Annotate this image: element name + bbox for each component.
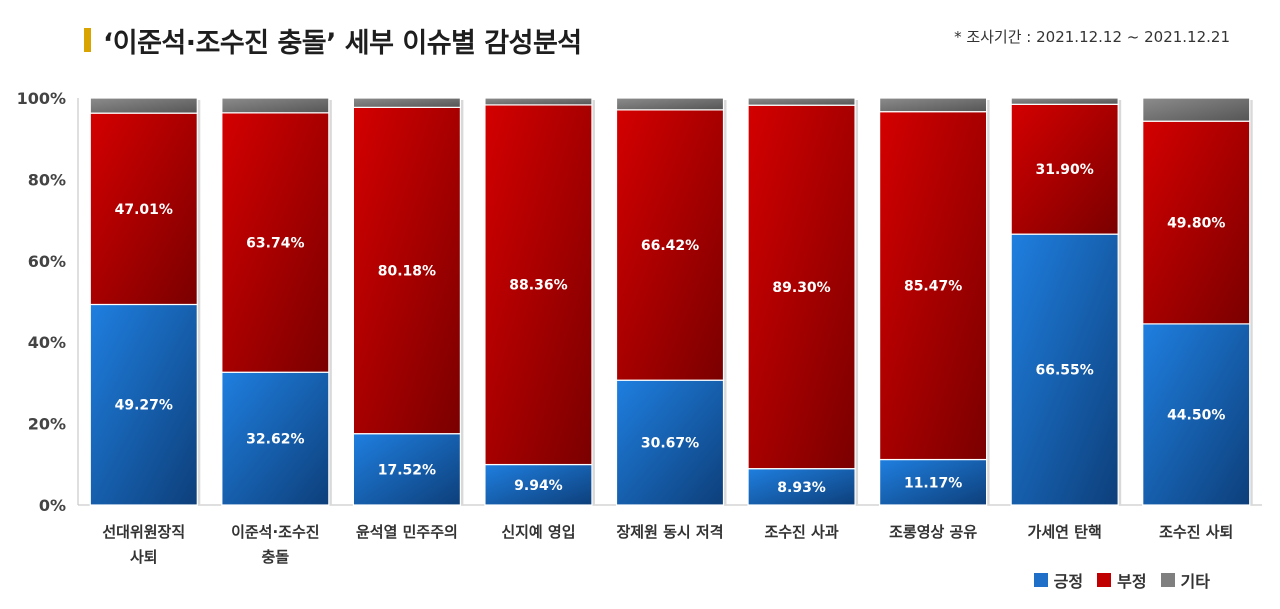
bar-segment-negative [484, 104, 593, 466]
x-tick-label: 조롱영상 공유 [889, 523, 977, 541]
chart-title: ‘이준석·조수진 충돌’ 세부 이슈별 감성분석 [103, 27, 582, 59]
bar-segment-other [879, 97, 988, 113]
bar-segment-negative [615, 109, 725, 381]
bar-segment-other [747, 97, 856, 106]
bar-segment-negative [879, 111, 988, 461]
x-tick-label: 조수진 사과 [764, 523, 838, 541]
x-tick-label: 선대위원장직 [102, 523, 185, 541]
legend: 긍정 부정 기타 [1033, 568, 1210, 592]
legend-label-other: 기타 [1180, 572, 1210, 591]
bar-segment-other [1010, 97, 1119, 105]
legend-label-positive: 긍정 [1053, 572, 1084, 591]
y-tick-label: 40% [28, 333, 66, 352]
legend-item-negative: 부정 [1097, 568, 1147, 592]
x-tick-label: 장제원 동시 저격 [616, 523, 723, 541]
bar-segment-positive [352, 433, 461, 506]
bar-segment-negative [221, 112, 330, 373]
data-label-negative: 85.47% [904, 279, 962, 295]
bar-segment-positive [484, 463, 593, 506]
data-label-negative: 63.74% [246, 236, 304, 252]
data-label-positive: 11.17% [904, 475, 962, 491]
data-label-positive: 49.27% [115, 398, 173, 414]
data-label-negative: 47.01% [115, 202, 173, 218]
bar-segment-negative [352, 106, 461, 435]
data-label-negative: 89.30% [772, 280, 830, 296]
x-tick-label: 가세연 탄핵 [1028, 523, 1102, 541]
bar-segment-negative [1010, 103, 1119, 235]
y-tick-label: 0% [39, 496, 66, 515]
bar-segment-other [484, 97, 593, 106]
legend-swatch-positive [1033, 573, 1048, 587]
bar-segment-positive [879, 458, 988, 506]
data-label-negative: 88.36% [509, 278, 567, 294]
legend-swatch-negative [1097, 573, 1112, 587]
data-label-negative: 31.90% [1036, 162, 1094, 178]
legend-item-positive: 긍정 [1033, 568, 1084, 592]
x-tick-label: 조수진 사퇴 [1159, 523, 1233, 541]
data-label-positive: 66.55% [1036, 363, 1094, 379]
bar-segment-positive [1010, 233, 1119, 506]
legend-swatch-other [1160, 573, 1175, 587]
data-label-positive: 17.52% [378, 462, 436, 478]
bar-segment-positive [615, 379, 725, 506]
bar-segment-negative [1142, 120, 1251, 325]
bar-segment-negative [747, 104, 856, 470]
chart-title-wrap: ‘이준석·조수진 충돌’ 세부 이슈별 감성분석 [84, 18, 582, 62]
x-tick-label: 사퇴 [130, 548, 158, 566]
x-tick-label: 충돌 [262, 548, 290, 566]
bar-segment-other [221, 97, 330, 114]
data-label-positive: 44.50% [1167, 407, 1225, 423]
bar-segment-positive [221, 371, 330, 506]
bar-segment-positive [1142, 323, 1251, 506]
bar-segment-other [352, 97, 461, 108]
bar-segment-positive [747, 468, 856, 506]
x-tick-label: 이준석·조수진 [231, 523, 320, 541]
bar-segment-other [1142, 97, 1251, 122]
y-tick-label: 80% [28, 170, 66, 189]
data-label-negative: 80.18% [378, 264, 436, 280]
survey-period: * 조사기간 : 2021.12.12 ~ 2021.12.21 [954, 28, 1230, 46]
data-label-positive: 32.62% [246, 432, 304, 448]
data-label-negative: 66.42% [641, 238, 699, 254]
bar-segment-other [89, 97, 198, 114]
x-tick-label: 윤석열 민주주의 [356, 523, 458, 541]
bar-segment-other [615, 97, 725, 111]
legend-item-other: 기타 [1160, 568, 1210, 592]
data-label-positive: 9.94% [514, 478, 563, 494]
data-label-positive: 30.67% [641, 436, 699, 452]
title-accent-bar [84, 28, 91, 52]
y-tick-label: 20% [28, 415, 66, 434]
bar-segment-negative [89, 112, 198, 306]
data-label-negative: 49.80% [1167, 216, 1225, 232]
legend-label-negative: 부정 [1117, 572, 1147, 591]
y-tick-label: 100% [17, 89, 66, 108]
data-label-positive: 8.93% [777, 480, 826, 496]
x-tick-label: 신지예 영입 [501, 523, 575, 541]
y-tick-label: 60% [28, 252, 66, 271]
